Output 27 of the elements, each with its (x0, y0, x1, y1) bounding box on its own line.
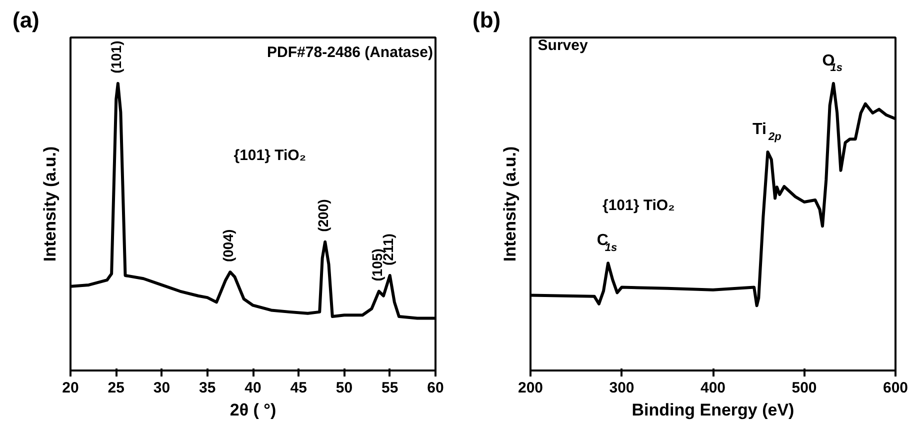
x-tick-label: 600 (882, 380, 908, 396)
x-tick-label: 50 (336, 380, 353, 396)
annotation: (004) (220, 229, 236, 262)
chart-title: (b) (472, 8, 501, 32)
x-tick-label: 60 (427, 380, 444, 396)
x-tick-label: 500 (792, 380, 817, 396)
x-tick-label: 45 (290, 380, 307, 396)
x-tick-label: 25 (108, 380, 124, 396)
x-tick-label: 40 (244, 380, 262, 396)
chart-title: (a) (12, 8, 40, 32)
x-tick-label: 35 (199, 380, 216, 396)
x-tick-label: 200 (518, 380, 544, 396)
x-tick-label: 55 (382, 380, 398, 396)
text: Survey (538, 37, 588, 54)
annotation: (200) (315, 199, 332, 232)
y-axis-title: Intensity (a.u.) (40, 146, 60, 262)
text: PDF#78-2486 (Anatase) (267, 44, 433, 61)
x-tick-label: 30 (153, 380, 170, 396)
annotation: {101} TiO₂ (234, 147, 306, 164)
x-tick-label: 20 (62, 380, 79, 396)
x-tick-label: 300 (609, 380, 634, 396)
y-axis-title: Intensity (a.u.) (500, 146, 520, 262)
x-axis-title: Binding Energy (eV) (632, 400, 794, 420)
x-tick-label: 400 (700, 380, 726, 396)
annotation: (101) (108, 40, 124, 74)
x-axis-title: 2θ ( °) (230, 400, 276, 420)
annotation: {101} TiO₂ (602, 196, 675, 214)
